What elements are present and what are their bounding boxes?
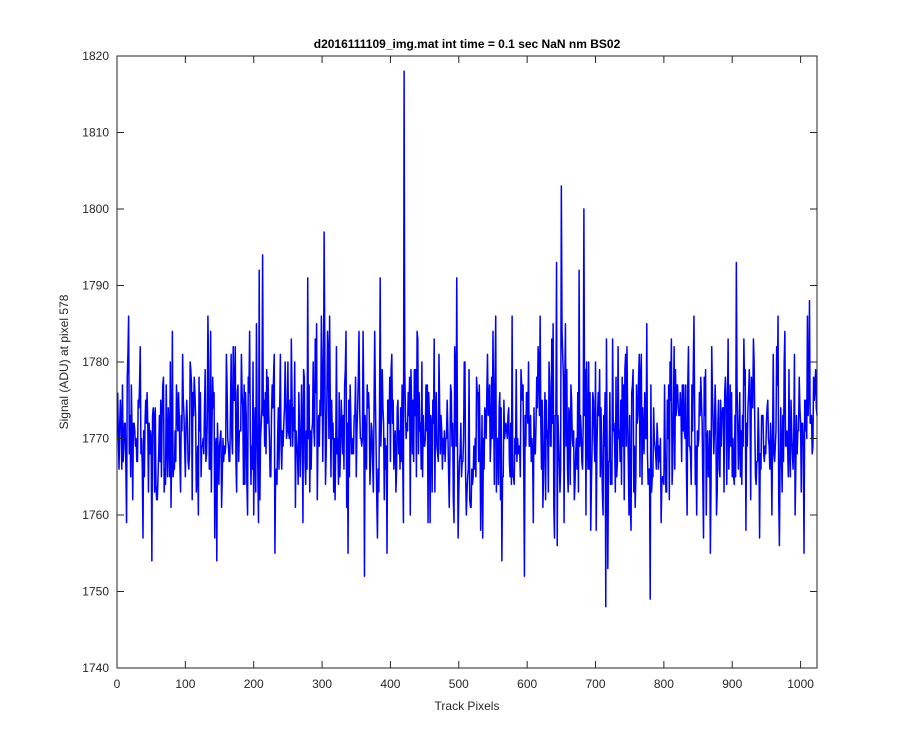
y-axis-label: Signal (ADU) at pixel 578 xyxy=(57,294,71,429)
y-tick-label: 1800 xyxy=(82,202,109,216)
y-tick-label: 1780 xyxy=(82,355,109,369)
y-tick-label: 1820 xyxy=(82,49,109,63)
x-tick-label: 1000 xyxy=(787,677,814,691)
x-tick-label: 300 xyxy=(312,677,332,691)
y-tick-label: 1740 xyxy=(82,661,109,675)
x-tick-label: 800 xyxy=(654,677,674,691)
x-tick-label: 400 xyxy=(380,677,400,691)
x-tick-label: 0 xyxy=(114,677,121,691)
y-tick-label: 1770 xyxy=(82,432,109,446)
chart-title: d2016111109_img.mat int time = 0.1 sec N… xyxy=(314,37,621,51)
x-tick-label: 700 xyxy=(586,677,606,691)
y-ticks: 1740 1750 1760 1770 1780 1790 1800 1810 1820 xyxy=(82,49,817,675)
x-tick-label: 100 xyxy=(175,677,195,691)
x-tick-label: 200 xyxy=(244,677,264,691)
y-tick-label: 1760 xyxy=(82,508,109,522)
y-tick-label: 1790 xyxy=(82,279,109,293)
y-tick-label: 1810 xyxy=(82,126,109,140)
x-tick-label: 900 xyxy=(722,677,742,691)
series-line xyxy=(116,70,818,608)
x-ticks: 0 100 200 300 400 500 600 700 800 900 1000 xyxy=(114,56,814,691)
x-tick-label: 500 xyxy=(449,677,469,691)
x-axis-label: Track Pixels xyxy=(435,699,500,713)
y-tick-label: 1750 xyxy=(82,585,109,599)
series-layer xyxy=(116,70,818,608)
x-tick-label: 600 xyxy=(517,677,537,691)
